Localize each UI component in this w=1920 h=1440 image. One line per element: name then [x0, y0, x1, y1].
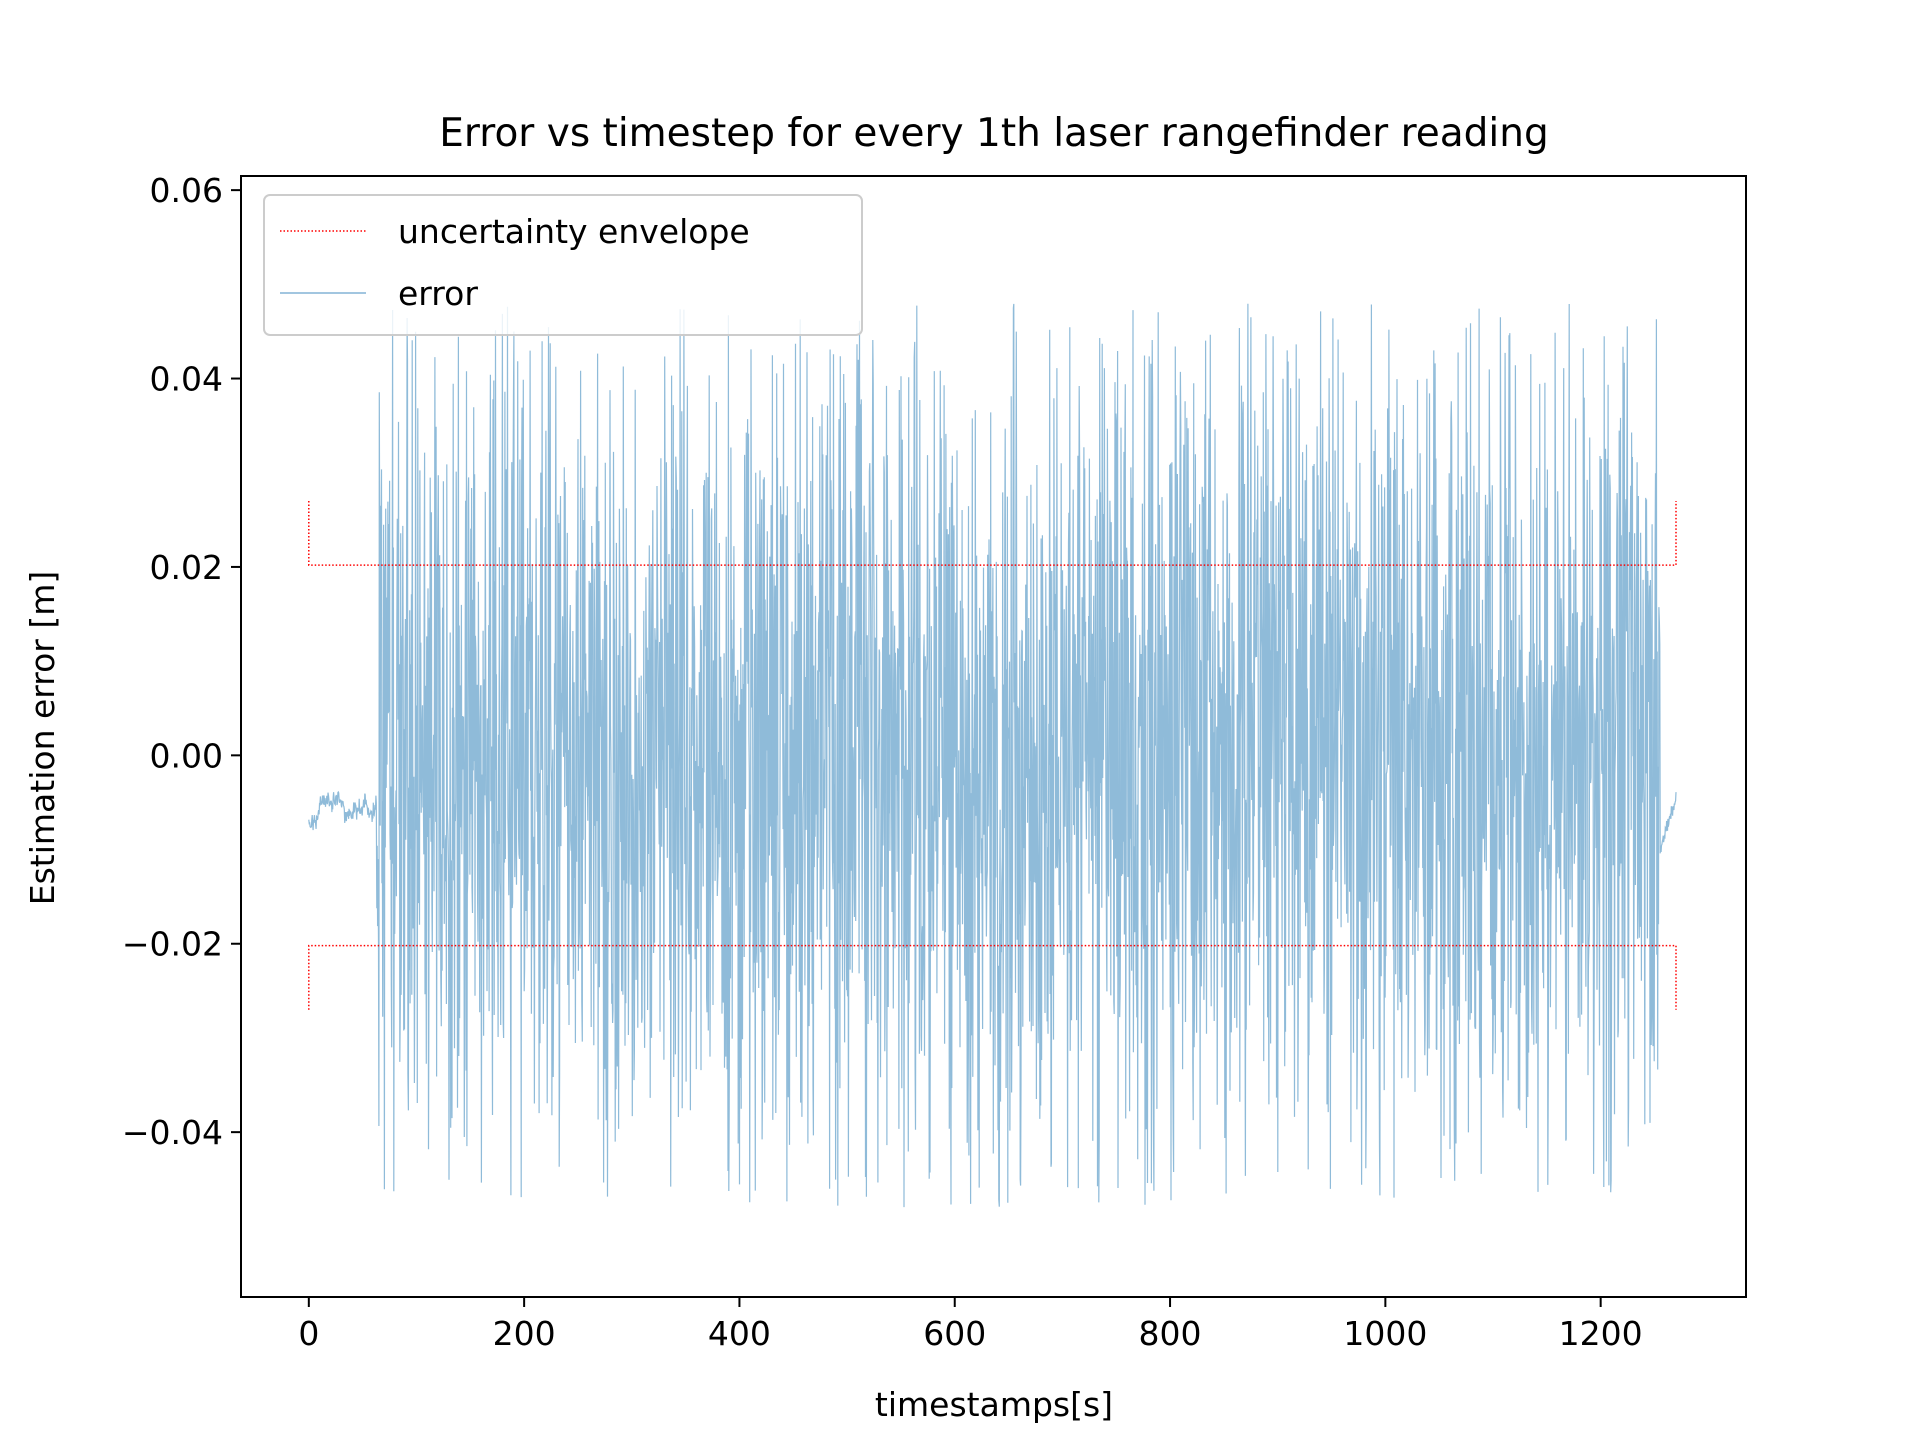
- y-tick-label: −0.02: [122, 925, 223, 964]
- x-tick-label: 1000: [1343, 1314, 1427, 1353]
- uncertainty-envelope-upper: [308, 501, 1677, 566]
- chart-title: Error vs timestep for every 1th laser ra…: [439, 111, 1548, 156]
- x-tick-label: 600: [923, 1314, 986, 1353]
- series-layer: [308, 303, 1677, 1208]
- uncertainty-envelope-lower: [308, 944, 1677, 1010]
- x-tick-label: 0: [298, 1314, 319, 1353]
- x-tick-label: 400: [708, 1314, 771, 1353]
- legend-label-uncertainty-envelope: uncertainty envelope: [398, 212, 750, 251]
- y-tick-label: 0.04: [150, 360, 223, 399]
- plot-area: [240, 175, 1747, 1298]
- y-tick-label: −0.04: [122, 1113, 223, 1152]
- legend: uncertainty envelope error: [263, 194, 863, 336]
- x-tick-label: 200: [493, 1314, 556, 1353]
- y-axis-label: Estimation error [m]: [23, 571, 62, 906]
- plot-frame: [240, 175, 1747, 1298]
- legend-box: [263, 194, 863, 336]
- x-axis-ticks: 0 200 400 600 800 1000 1200: [298, 1297, 1643, 1353]
- x-tick-label: 800: [1139, 1314, 1202, 1353]
- legend-label-error: error: [398, 274, 478, 313]
- y-axis-ticks: −0.04 −0.02 0.00 0.02 0.04 0.06: [122, 171, 241, 1152]
- error-line: [308, 303, 1677, 1208]
- y-tick-label: 0.02: [150, 548, 223, 587]
- x-axis-label: timestamps[s]: [875, 1385, 1113, 1424]
- x-tick-label: 1200: [1559, 1314, 1643, 1353]
- y-tick-label: 0.06: [150, 171, 223, 210]
- y-tick-label: 0.00: [150, 736, 223, 775]
